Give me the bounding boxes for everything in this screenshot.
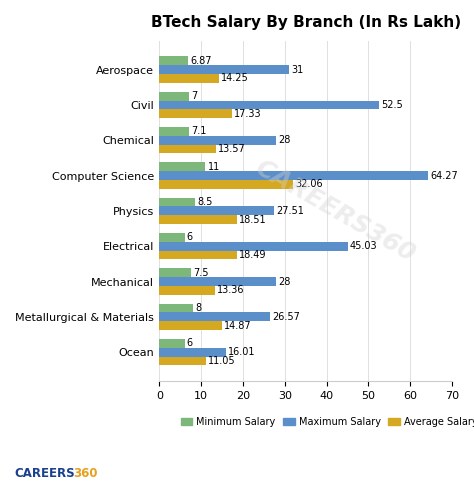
Bar [159,109,232,118]
Text: 13.57: 13.57 [218,144,246,154]
Bar [159,312,271,321]
Text: 6: 6 [187,232,193,242]
Text: 14.87: 14.87 [224,321,251,331]
Bar [159,65,289,74]
Text: 11.05: 11.05 [208,356,235,366]
Text: 8.5: 8.5 [197,197,212,207]
Text: 27.51: 27.51 [276,206,304,216]
Text: 6: 6 [187,338,193,348]
Bar [159,242,347,251]
Text: 18.51: 18.51 [239,215,266,225]
Text: 18.49: 18.49 [239,250,266,260]
Text: CAREERS: CAREERS [14,467,75,480]
Bar [159,127,189,136]
Bar [159,268,191,277]
Text: 11: 11 [208,162,220,172]
Bar [159,145,216,153]
Text: 13.36: 13.36 [218,285,245,295]
Bar [159,286,215,295]
Text: 17.33: 17.33 [234,109,262,119]
Text: 28: 28 [279,277,291,287]
Text: 7: 7 [191,91,197,101]
Text: 28: 28 [279,135,291,145]
Bar [159,348,226,357]
Text: 64.27: 64.27 [430,171,458,181]
Bar [159,277,276,286]
Text: 32.06: 32.06 [295,179,323,189]
Bar [159,251,237,259]
Bar [159,198,195,206]
Bar [159,357,206,365]
Bar [159,321,221,330]
Bar [159,206,274,215]
Text: 8: 8 [195,303,201,313]
Text: 7.1: 7.1 [191,126,207,136]
Text: 6.87: 6.87 [190,56,212,66]
Bar [159,339,184,348]
Bar [159,101,379,109]
Title: BTech Salary By Branch (In Rs Lakh): BTech Salary By Branch (In Rs Lakh) [151,15,461,30]
Bar [159,171,428,180]
Bar [159,304,193,312]
Text: 14.25: 14.25 [221,73,249,83]
Text: 31: 31 [291,65,303,75]
Bar [159,180,293,189]
Bar [159,136,276,145]
Text: 7.5: 7.5 [193,268,209,278]
Bar [159,56,188,65]
Legend: Minimum Salary, Maximum Salary, Average Salary: Minimum Salary, Maximum Salary, Average … [177,413,474,431]
Text: 16.01: 16.01 [228,347,256,357]
Text: 360: 360 [73,467,98,480]
Bar [159,215,237,224]
Text: CAREERS360: CAREERS360 [251,155,419,267]
Bar [159,233,184,242]
Text: 52.5: 52.5 [381,100,402,110]
Bar [159,74,219,83]
Bar [159,162,205,171]
Bar [159,92,189,101]
Text: 26.57: 26.57 [273,312,301,322]
Text: 45.03: 45.03 [350,241,377,251]
